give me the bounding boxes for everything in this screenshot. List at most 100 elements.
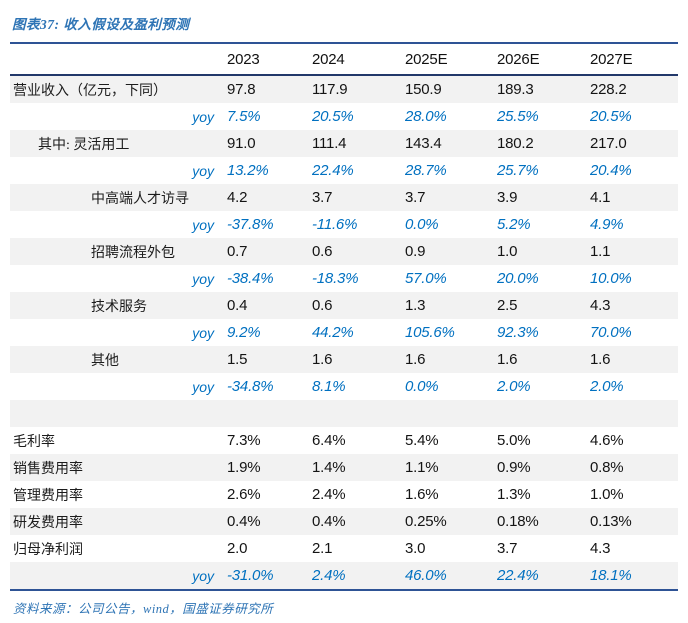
table-header-row: 2023 2024 2025E 2026E 2027E xyxy=(10,44,678,76)
table-row: yoy -31.0% 2.4% 46.0% 22.4% 18.1% xyxy=(10,562,678,589)
table-row: 研发费用率 0.4% 0.4% 0.25% 0.18% 0.13% xyxy=(10,508,678,535)
row-label: 销售费用率 xyxy=(13,461,83,477)
cell-value: 2.0% xyxy=(590,378,624,395)
row-label: yoy xyxy=(192,108,214,125)
cell-value: 44.2% xyxy=(312,324,354,341)
table-row: 其他 1.5 1.6 1.6 1.6 1.6 xyxy=(10,346,678,373)
cell-value: 25.7% xyxy=(497,162,539,179)
cell-value: 180.2 xyxy=(497,135,534,152)
cell-value: -11.6% xyxy=(312,216,358,233)
cell-value: -38.4% xyxy=(227,270,274,287)
cell-value: 5.0% xyxy=(497,432,531,449)
cell-value: 0.25% xyxy=(405,513,447,530)
row-label: 毛利率 xyxy=(13,434,55,450)
cell-value: 10.0% xyxy=(590,270,632,287)
cell-value: 4.6% xyxy=(590,432,624,449)
cell-value: 1.6% xyxy=(405,486,439,503)
cell-value: 3.7 xyxy=(405,189,426,206)
row-label: yoy xyxy=(192,567,214,584)
table-row: yoy 9.2% 44.2% 105.6% 92.3% 70.0% xyxy=(10,319,678,346)
cell-value: -31.0% xyxy=(227,567,274,584)
table-row: yoy -34.8% 8.1% 0.0% 2.0% 2.0% xyxy=(10,373,678,400)
cell-value: 2.1 xyxy=(312,540,333,557)
row-label: 其中: 灵活用工 xyxy=(38,137,130,153)
cell-value: 1.9% xyxy=(227,459,261,476)
table-row: 营业收入（亿元，下同） 97.8 117.9 150.9 189.3 228.2 xyxy=(10,76,678,103)
cell-value: 1.6 xyxy=(497,351,518,368)
cell-value: 1.0% xyxy=(590,486,624,503)
cell-value: 46.0% xyxy=(405,567,447,584)
cell-value: 3.7 xyxy=(312,189,333,206)
column-header: 2026E xyxy=(497,50,540,68)
table-row: 技术服务 0.4 0.6 1.3 2.5 4.3 xyxy=(10,292,678,319)
cell-value: 8.1% xyxy=(312,378,346,395)
cell-value: 0.6 xyxy=(312,297,333,314)
cell-value: 4.2 xyxy=(227,189,248,206)
table-row: yoy 13.2% 22.4% 28.7% 25.7% 20.4% xyxy=(10,157,678,184)
table-row: 管理费用率 2.6% 2.4% 1.6% 1.3% 1.0% xyxy=(10,481,678,508)
cell-value: 1.0 xyxy=(497,243,518,260)
row-label: 技术服务 xyxy=(91,299,147,315)
cell-value: 28.0% xyxy=(405,108,447,125)
row-label: 其他 xyxy=(91,353,119,369)
cell-value: 1.5 xyxy=(227,351,248,368)
cell-value: 0.9% xyxy=(497,459,531,476)
cell-value: 70.0% xyxy=(590,324,632,341)
cell-value: 1.6 xyxy=(312,351,333,368)
cell-value: 117.9 xyxy=(312,81,348,98)
cell-value: 3.0 xyxy=(405,540,426,557)
row-label: yoy xyxy=(192,378,214,395)
cell-value: 0.9 xyxy=(405,243,426,260)
cell-value: 4.1 xyxy=(590,189,611,206)
cell-value: 7.5% xyxy=(227,108,261,125)
row-label: 招聘流程外包 xyxy=(91,245,175,261)
row-label: yoy xyxy=(192,162,214,179)
cell-value: 1.1% xyxy=(405,459,439,476)
cell-value: 111.4 xyxy=(312,135,347,152)
cell-value: 97.8 xyxy=(227,81,256,98)
cell-value: 1.3% xyxy=(497,486,531,503)
table-row: yoy -38.4% -18.3% 57.0% 20.0% 10.0% xyxy=(10,265,678,292)
cell-value: 25.5% xyxy=(497,108,539,125)
cell-value: 3.7 xyxy=(497,540,518,557)
cell-value: 13.2% xyxy=(227,162,269,179)
column-header: 2023 xyxy=(227,50,260,68)
cell-value: 28.7% xyxy=(405,162,447,179)
cell-value: 1.3 xyxy=(405,297,426,314)
row-label: 研发费用率 xyxy=(13,515,83,531)
figure-title: 图表37: 收入假设及盈利预测 xyxy=(12,17,190,32)
table-row: 招聘流程外包 0.7 0.6 0.9 1.0 1.1 xyxy=(10,238,678,265)
cell-value: 6.4% xyxy=(312,432,346,449)
column-header: 2025E xyxy=(405,50,448,68)
cell-value: 20.0% xyxy=(497,270,539,287)
row-label: 管理费用率 xyxy=(13,488,83,504)
table-row: 销售费用率 1.9% 1.4% 1.1% 0.9% 0.8% xyxy=(10,454,678,481)
table-row: 中高端人才访寻 4.2 3.7 3.7 3.9 4.1 xyxy=(10,184,678,211)
cell-value: 91.0 xyxy=(227,135,256,152)
cell-value: 5.2% xyxy=(497,216,531,233)
cell-value: 4.9% xyxy=(590,216,624,233)
cell-value: 22.4% xyxy=(497,567,539,584)
cell-value: 0.18% xyxy=(497,513,539,530)
cell-value: 1.4% xyxy=(312,459,346,476)
cell-value: 0.8% xyxy=(590,459,624,476)
cell-value: 0.13% xyxy=(590,513,632,530)
table-row: 其中: 灵活用工 91.0 111.4 143.4 180.2 217.0 xyxy=(10,130,678,157)
cell-value: 2.4% xyxy=(312,567,346,584)
cell-value: -34.8% xyxy=(227,378,274,395)
cell-value: 105.6% xyxy=(405,324,455,341)
table-row: yoy -37.8% -11.6% 0.0% 5.2% 4.9% xyxy=(10,211,678,238)
table-body: 营业收入（亿元，下同） 97.8 117.9 150.9 189.3 228.2 yoy 7.… xyxy=(10,76,678,589)
cell-value: 0.7 xyxy=(227,243,248,260)
row-label: yoy xyxy=(192,216,214,233)
row-label: yoy xyxy=(192,324,214,341)
cell-value: 7.3% xyxy=(227,432,261,449)
cell-value: 0.4 xyxy=(227,297,248,314)
cell-value: 2.4% xyxy=(312,486,346,503)
table-row: yoy 7.5% 20.5% 28.0% 25.5% 20.5% xyxy=(10,103,678,130)
cell-value: 2.0 xyxy=(227,540,248,557)
cell-value: 0.0% xyxy=(405,216,439,233)
table-row xyxy=(10,400,678,427)
cell-value: 0.6 xyxy=(312,243,333,260)
